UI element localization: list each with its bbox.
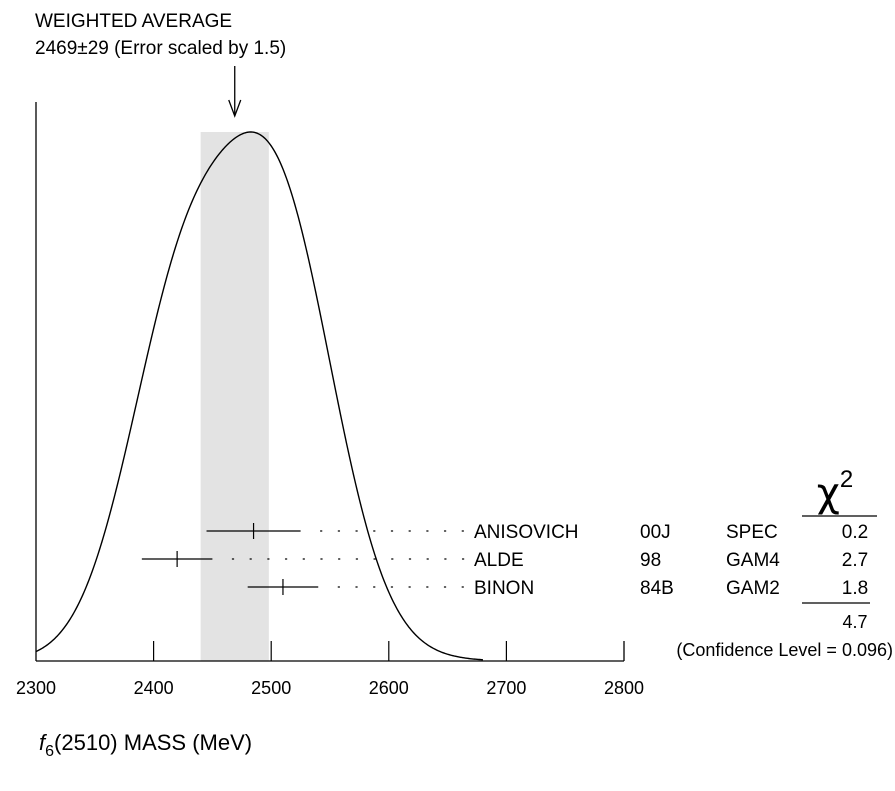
measurement-row: ALDE 98 GAM4 2.7	[141, 550, 868, 571]
weighted-average-arrow	[228, 66, 242, 118]
measurement-year: 84B	[640, 578, 674, 599]
measurement-chi2: 2.7	[842, 550, 868, 571]
measurement-row: BINON 84B GAM2 1.8	[247, 578, 868, 599]
header-value: 2469±29 (Error scaled by 1.5)	[35, 38, 286, 59]
measurement-year: 00J	[640, 522, 671, 543]
measurement-author: ANISOVICH	[474, 522, 579, 543]
x-tick-label-2700: 2700	[486, 678, 526, 698]
measurement-technique: GAM2	[726, 578, 780, 599]
x-tick-label-2800: 2800	[604, 678, 644, 698]
header-title: WEIGHTED AVERAGE	[35, 11, 232, 32]
measurement-technique: GAM4	[726, 550, 780, 571]
measurement-year: 98	[640, 550, 661, 571]
ideogram-curve	[35, 131, 483, 661]
measurement-row: ANISOVICH 00J SPEC 0.2	[206, 522, 868, 543]
measurement-author: BINON	[474, 578, 534, 599]
x-tick-label-2300: 2300	[16, 678, 56, 698]
measurement-chi2: 0.2	[842, 522, 868, 543]
x-axis-label: f6(2510) MASS (MeV)	[39, 730, 252, 760]
x-tick-label-2400: 2400	[134, 678, 174, 698]
measurement-chi2: 1.8	[842, 578, 868, 599]
confidence-level: (Confidence Level = 0.096)	[676, 640, 893, 660]
measurement-technique: SPEC	[726, 522, 778, 543]
weighted-average-band	[200, 132, 269, 661]
measurement-author: ALDE	[474, 550, 524, 571]
x-tick-label-2600: 2600	[369, 678, 409, 698]
chi2-total: 4.7	[842, 612, 867, 632]
chi2-header: χ2	[817, 466, 853, 516]
x-tick-label-2500: 2500	[251, 678, 291, 698]
